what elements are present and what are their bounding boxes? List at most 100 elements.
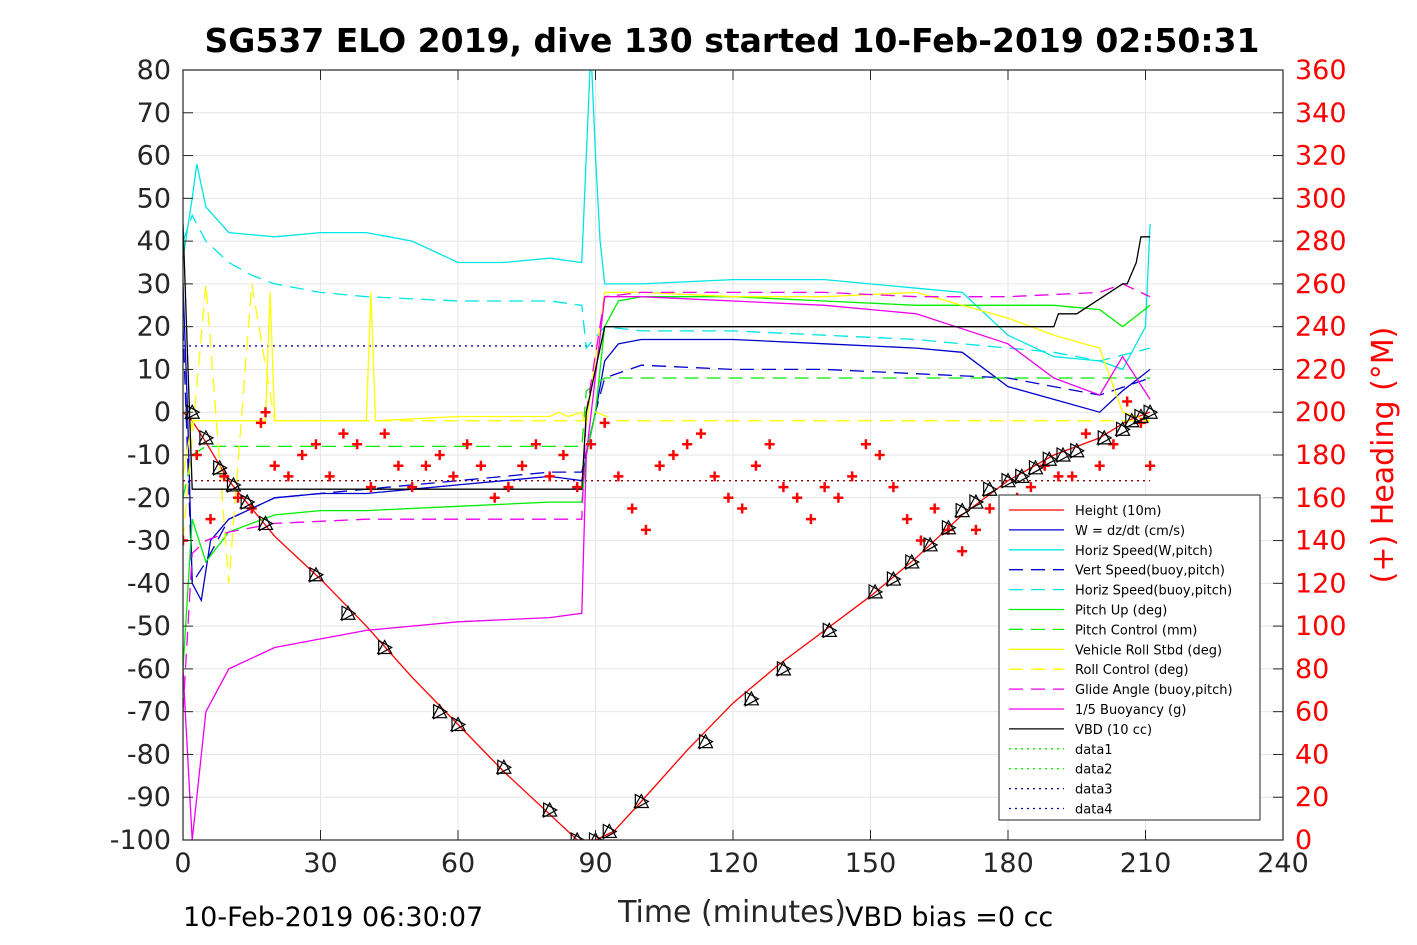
triangle-marker-right xyxy=(1028,459,1044,476)
triangle-marker xyxy=(601,823,618,839)
legend-label: data1 xyxy=(1075,743,1113,758)
heading-point xyxy=(191,450,202,460)
y-tick-label: 80 xyxy=(137,55,171,86)
y-tick-label: -90 xyxy=(127,782,171,813)
heading-point xyxy=(640,524,651,535)
heading-point xyxy=(984,503,995,514)
y-tick-label: -40 xyxy=(127,568,171,599)
triangle-marker xyxy=(1114,421,1131,436)
legend-label: Horiz Speed(W,pitch) xyxy=(1075,544,1213,559)
heading-point xyxy=(379,428,390,439)
right-tick-label: 60 xyxy=(1295,697,1329,728)
triangle-marker-right xyxy=(941,519,957,536)
heading-point xyxy=(434,450,445,460)
heading-point xyxy=(530,439,541,450)
y-tick-label: -60 xyxy=(127,654,171,685)
heading-point xyxy=(957,546,968,557)
triangle-marker-right xyxy=(822,622,838,639)
triangle-marker-right xyxy=(1056,446,1072,464)
heading-point xyxy=(393,460,404,471)
legend-label: Roll Control (deg) xyxy=(1075,663,1189,678)
heading-point xyxy=(654,460,665,471)
right-tick-label: 360 xyxy=(1295,55,1347,86)
triangle-marker-right xyxy=(868,583,884,600)
right-tick-label: 260 xyxy=(1295,269,1347,300)
right-axis-label: (+) Heading (°M) xyxy=(1366,327,1401,584)
x-tick-label: 60 xyxy=(441,848,475,879)
triangle-marker xyxy=(184,403,201,419)
heading-point xyxy=(750,460,761,471)
triangle-marker xyxy=(1041,451,1058,466)
heading-point xyxy=(723,492,734,503)
heading-point xyxy=(338,428,349,439)
triangle-marker-right xyxy=(923,536,939,553)
triangle-marker-right xyxy=(1134,408,1150,425)
data-layer xyxy=(183,70,1159,840)
right-tick-label: 80 xyxy=(1295,654,1329,685)
right-tick-label: 320 xyxy=(1295,141,1347,172)
triangle-marker-right xyxy=(905,553,921,570)
y-tick-label: -30 xyxy=(127,526,171,557)
legend: Height (10m) W = dz/dt (cm/s) Horiz Speed(… xyxy=(998,494,1261,821)
right-tick-label: 40 xyxy=(1295,739,1329,770)
legend-label: Pitch Up (deg) xyxy=(1075,604,1167,619)
legend-label: Vert Speed(buoy,pitch) xyxy=(1075,564,1225,579)
heading-point xyxy=(1122,396,1133,407)
heading-point xyxy=(283,471,294,482)
legend-label: data2 xyxy=(1075,763,1113,778)
heading-point xyxy=(874,450,885,460)
legend-label: Horiz Speed(buoy,pitch) xyxy=(1075,584,1232,599)
right-tick-label: 180 xyxy=(1295,440,1347,471)
x-tick-label: 150 xyxy=(845,848,897,879)
heading-point xyxy=(764,439,775,450)
heading-point xyxy=(627,503,638,514)
triangle-marker-right xyxy=(1001,472,1017,489)
right-tick-label: 120 xyxy=(1295,568,1347,599)
legend-label: Vehicle Roll Stbd (deg) xyxy=(1075,643,1222,658)
y-tick-label: 60 xyxy=(137,141,171,172)
heading-point xyxy=(805,514,816,525)
heading-point xyxy=(1145,460,1156,471)
legend-label: VBD (10 cc) xyxy=(1075,723,1152,738)
triangle-marker xyxy=(239,493,256,509)
heading-point xyxy=(888,482,899,493)
triangle-marker-right xyxy=(1097,429,1113,446)
triangle-marker-right xyxy=(341,605,357,622)
triangle-marker xyxy=(225,476,242,492)
triangle-marker-right xyxy=(776,660,792,677)
right-tick-label: 300 xyxy=(1295,183,1347,214)
heading-point xyxy=(420,460,431,471)
legend-items: Height (10m) W = dz/dt (cm/s) Horiz Speed(… xyxy=(1009,504,1233,818)
triangle-marker-right xyxy=(969,494,985,511)
heading-point xyxy=(847,471,858,482)
heading-point xyxy=(205,514,216,525)
heading-point xyxy=(1053,471,1064,482)
triangle-marker xyxy=(821,622,838,637)
heading-point xyxy=(489,492,500,503)
heading-point xyxy=(269,460,280,471)
heading-point xyxy=(297,450,308,460)
y-tick-label: 10 xyxy=(137,354,171,385)
triangle-marker xyxy=(541,801,558,817)
right-tick-label: 240 xyxy=(1295,312,1347,343)
right-tick-label: 0 xyxy=(1295,825,1312,856)
triangle-marker xyxy=(449,716,467,732)
triangle-marker-right xyxy=(955,502,971,519)
heading-point xyxy=(1025,482,1036,493)
x-axis-label: Time (minutes) xyxy=(617,895,846,930)
triangle-marker xyxy=(1054,446,1072,462)
triangle-marker xyxy=(1027,459,1044,475)
heading-point xyxy=(1067,471,1078,482)
triangle-marker-right xyxy=(378,639,393,656)
heading-point xyxy=(585,439,596,450)
heading-point xyxy=(792,492,803,503)
heading-point xyxy=(599,417,610,428)
series-line-11 xyxy=(183,223,1151,490)
triangle-marker-right xyxy=(983,481,998,498)
y-tick-label: 30 xyxy=(137,269,171,300)
heading-point xyxy=(682,439,693,450)
y-tick-label: -20 xyxy=(127,483,171,514)
triangle-marker xyxy=(954,502,971,518)
heading-point xyxy=(407,482,418,493)
